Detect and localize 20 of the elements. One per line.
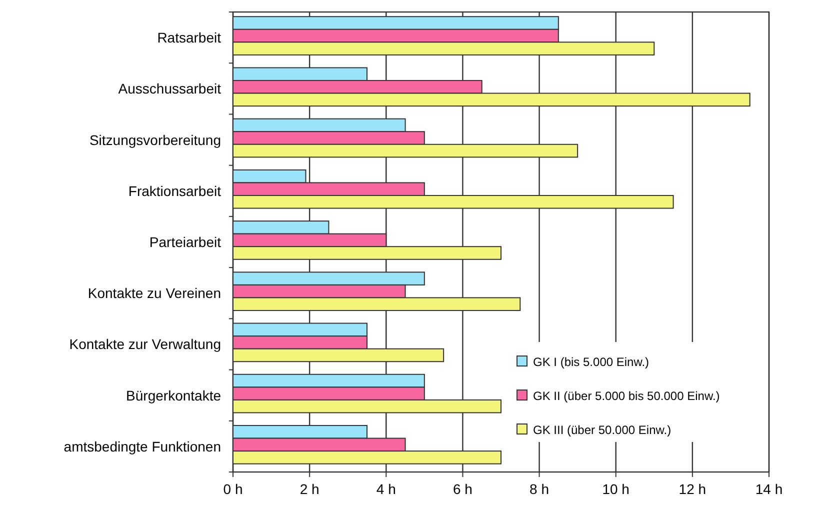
y-tick-label: Ratsarbeit — [157, 30, 222, 46]
legend-label: GK II (über 5.000 bis 50.000 Einw.) — [533, 389, 720, 403]
y-tick-label: Bürgerkontakte — [126, 387, 222, 404]
x-tick-label: 4 h — [376, 481, 396, 497]
y-tick-label: Parteiarbeit — [149, 234, 222, 250]
y-tick-label: Kontakte zu Vereinen — [88, 285, 221, 302]
x-tick-label: 14 h — [755, 481, 783, 497]
x-tick-label: 12 h — [678, 481, 706, 497]
x-tick-label: 2 h — [300, 481, 320, 497]
y-tick-label: Sitzungsvorbereitung — [89, 132, 221, 148]
y-tick-label: Fraktionsarbeit — [128, 182, 222, 199]
y-tick-label: amtsbedingte Funktionen — [64, 438, 221, 454]
x-tick-label: 10 h — [602, 481, 630, 497]
legend-label: GK I (bis 5.000 Einw.) — [533, 355, 650, 369]
y-tick-label: Kontakte zur Verwaltung — [69, 336, 221, 352]
y-tick-label: Ausschussarbeit — [118, 80, 222, 97]
x-tick-label: 6 h — [452, 481, 472, 497]
x-tick-label: 0 h — [223, 481, 243, 497]
legend-label: GK III (über 50.000 Einw.) — [533, 423, 672, 437]
x-tick-label: 8 h — [530, 481, 550, 497]
